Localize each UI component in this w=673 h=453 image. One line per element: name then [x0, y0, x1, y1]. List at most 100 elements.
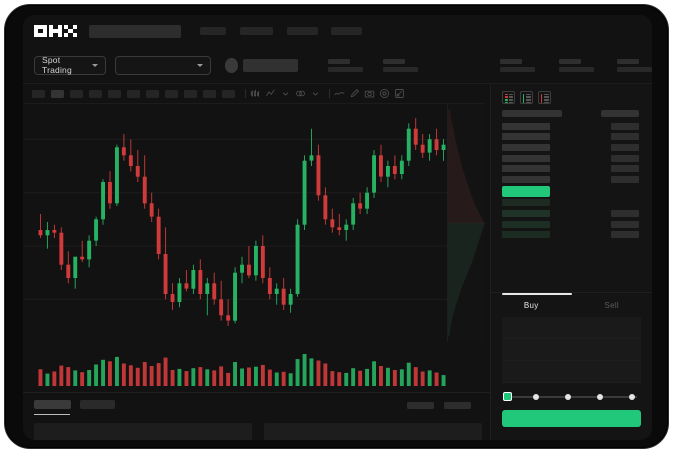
slider-stop-75[interactable] [597, 393, 603, 400]
bottom-tab-order-history[interactable] [80, 400, 115, 409]
chevron-down-icon [196, 63, 203, 67]
slider-track [506, 396, 637, 398]
order-total-field[interactable] [502, 361, 641, 383]
market-stat-5 [617, 58, 652, 72]
order-amount-field[interactable] [502, 339, 641, 361]
market-stat-3 [500, 58, 535, 72]
okx-logo[interactable] [34, 24, 77, 38]
market-bar: Spot Trading [23, 47, 652, 84]
volume-svg [38, 354, 446, 386]
market-stat-2-label [383, 58, 405, 64]
timeframe-button-3[interactable] [70, 89, 83, 98]
order-book-column-headers [491, 104, 652, 117]
order-book-bid-row[interactable] [502, 198, 639, 209]
order-book-ask-row[interactable] [502, 142, 639, 153]
search-input[interactable] [89, 24, 181, 38]
market-stat-4 [559, 58, 594, 72]
pencil-icon[interactable] [349, 88, 360, 99]
market-stat-4-label [559, 58, 581, 64]
timeframe-button-1[interactable] [32, 89, 45, 98]
timeframe-button-4[interactable] [89, 89, 102, 98]
market-stat-1 [328, 58, 363, 72]
toolbar-divider [329, 89, 330, 98]
orders-table-left [34, 423, 252, 440]
okx-logo-letter-k [49, 24, 62, 38]
market-depth-chart[interactable] [447, 104, 485, 342]
bottom-tab-open-orders[interactable] [34, 400, 71, 409]
market-stat-1-value [328, 66, 363, 72]
order-book-header-size [601, 110, 639, 117]
orders-table-right [264, 423, 482, 440]
nav-item-2[interactable] [240, 27, 273, 35]
line-chart-icon[interactable] [334, 88, 345, 99]
candlestick-icon[interactable] [250, 88, 261, 99]
order-book-ask-row[interactable] [502, 174, 639, 185]
order-book-ask-row[interactable] [502, 163, 639, 174]
submit-buy-button[interactable] [502, 410, 641, 427]
order-book-header-price [502, 110, 562, 117]
order-book-rows [491, 117, 652, 240]
volume-chart[interactable] [23, 334, 485, 392]
compare-icon[interactable] [295, 88, 306, 99]
slider-stop-50[interactable] [565, 393, 571, 400]
timeframe-button-7[interactable] [146, 89, 159, 98]
timeframe-button-2[interactable] [51, 89, 64, 98]
settings-icon[interactable] [379, 88, 390, 99]
nav-item-3[interactable] [287, 27, 318, 35]
market-stat-3-value [500, 66, 535, 72]
timeframe-button-6[interactable] [127, 89, 140, 98]
timeframe-button-5[interactable] [108, 89, 121, 98]
orderbook-view-bids-icon[interactable] [520, 91, 533, 104]
timeframe-button-10[interactable] [203, 89, 216, 98]
timeframe-button-9[interactable] [184, 89, 197, 98]
top-navigation-bar [23, 15, 652, 47]
fullscreen-icon[interactable] [394, 88, 405, 99]
tablet-device-frame: Spot Trading [4, 4, 669, 449]
indicator-icon[interactable] [265, 88, 276, 99]
bottom-action-2[interactable] [444, 402, 471, 409]
timeframe-button-11[interactable] [222, 89, 235, 98]
price-candlestick-chart[interactable] [23, 104, 485, 334]
tab-buy[interactable]: Buy [491, 293, 572, 317]
tab-sell-label: Sell [604, 300, 620, 310]
slider-handle[interactable] [503, 392, 512, 401]
order-book-last-price [502, 185, 639, 198]
candles-svg [23, 118, 485, 326]
camera-icon[interactable] [364, 88, 375, 99]
order-book-bid-row[interactable] [502, 208, 639, 219]
order-book-ask-row[interactable] [502, 153, 639, 164]
bottom-action-1[interactable] [407, 402, 434, 409]
tab-sell[interactable]: Sell [572, 293, 653, 317]
market-stat-5-label [617, 58, 639, 64]
slider-stop-100[interactable] [629, 393, 635, 400]
market-stat-4-value [559, 66, 594, 72]
buy-sell-tabs: Buy Sell [491, 293, 652, 317]
order-book-bid-row[interactable] [502, 219, 639, 230]
slider-stop-25[interactable] [533, 393, 539, 400]
chevron-down-icon[interactable] [280, 88, 291, 99]
okx-logo-letter-o [34, 24, 47, 38]
orderbook-view-both-icon[interactable] [502, 91, 515, 104]
order-book-ask-row[interactable] [502, 121, 639, 132]
market-stat-2 [383, 58, 418, 72]
market-stat-3-label [500, 58, 522, 64]
trading-pair-selector[interactable] [115, 55, 211, 75]
order-amount-slider[interactable] [503, 392, 640, 402]
spot-trading-label: Spot Trading [42, 55, 72, 75]
order-book-view-toggles [491, 84, 652, 104]
spot-trading-selector[interactable]: Spot Trading [34, 55, 107, 75]
pair-avatar [224, 57, 239, 73]
chevron-down-icon [92, 63, 99, 67]
chart-toolbar [23, 84, 485, 104]
last-price-display [243, 58, 298, 72]
timeframe-button-8[interactable] [165, 89, 178, 98]
nav-item-4[interactable] [331, 27, 362, 35]
orderbook-view-asks-icon[interactable] [538, 91, 551, 104]
chevron-down-icon[interactable] [310, 88, 321, 99]
active-tab-underline [502, 293, 572, 295]
order-price-field[interactable] [502, 317, 641, 339]
order-book-bid-row[interactable] [502, 229, 639, 240]
nav-item-1[interactable] [200, 27, 226, 35]
order-book-ask-row[interactable] [502, 132, 639, 143]
depth-svg [448, 109, 485, 337]
